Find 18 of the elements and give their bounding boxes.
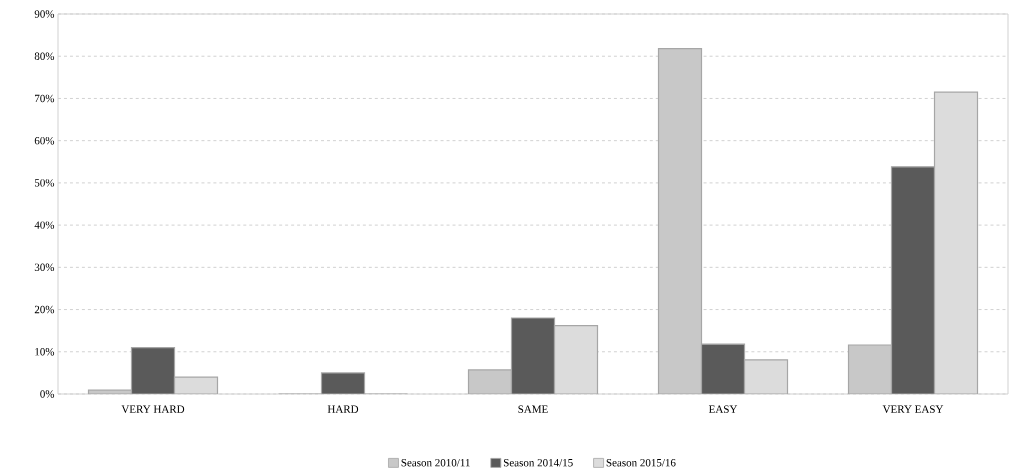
x-tick-label: VERY HARD <box>121 405 185 413</box>
x-tick-label: EASY <box>708 405 738 413</box>
y-tick-label: 30% <box>34 263 55 272</box>
y-tick-label: 20% <box>34 305 55 314</box>
legend-label: Season 2010/11 <box>401 458 470 467</box>
x-tick-label: SAME <box>518 405 548 413</box>
y-tick-label: 80% <box>34 52 55 60</box>
x-tick-label: HARD <box>327 405 359 413</box>
y-tick-label: 60% <box>34 136 55 145</box>
legend-label: Season 2014/15 <box>503 458 573 467</box>
y-tick-label: 70% <box>35 94 55 103</box>
y-tick-label: 50% <box>34 179 55 187</box>
y-tick-label: 10% <box>35 348 55 356</box>
y-tick-label: 90% <box>34 10 55 18</box>
y-tick-label: 0% <box>40 390 55 398</box>
legend-label: Season 2015/16 <box>606 458 676 467</box>
y-tick-label: 40% <box>34 221 55 229</box>
x-tick-label: VERY EASY <box>882 405 944 413</box>
